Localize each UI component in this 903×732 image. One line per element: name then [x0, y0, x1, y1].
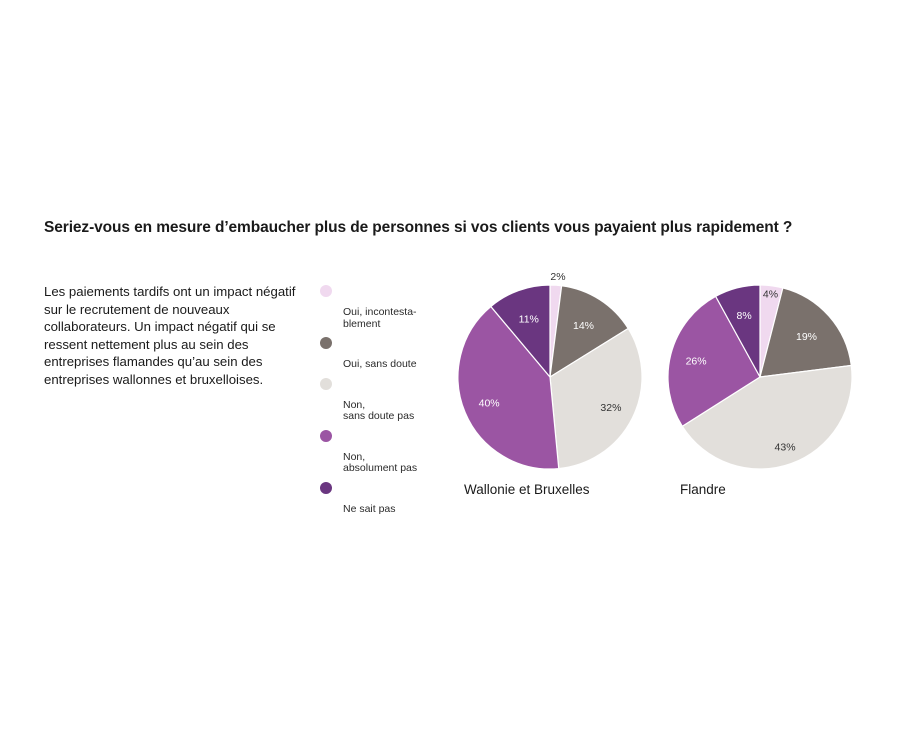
pie-slice-non-absolument-pas — [667, 295, 761, 428]
pie-slice-non-sans-doute-pas — [681, 364, 853, 470]
legend-swatch — [320, 429, 332, 442]
legend-label: Oui, sans doute — [343, 358, 417, 370]
chart-title: Seriez-vous en mesure d’embaucher plus d… — [44, 219, 793, 236]
legend-item-non-absolument-pas: Non, absolument pas — [320, 429, 450, 475]
legend: Oui, incontesta- blement Oui, sans doute… — [320, 284, 450, 521]
pie-label-non-sans-doute-pas: 43% — [775, 442, 796, 454]
pie-slice-ne-sait-pas — [490, 284, 551, 379]
pie-wallonie-bruxelles: 2% 14% 32% 40% 11% — [457, 271, 643, 470]
pie-label-non-absolument-pas: 40% — [479, 397, 500, 409]
pie-label-oui-sans-doute: 14% — [573, 320, 594, 332]
legend-swatch — [320, 481, 332, 494]
pie-slice-oui-sans-doute — [549, 285, 630, 379]
pie-label-oui-sans-doute: 19% — [796, 331, 817, 343]
pie-caption-flandre: Flandre — [680, 482, 726, 497]
legend-swatch — [320, 285, 332, 297]
pie-slice-ne-sait-pas — [714, 284, 761, 378]
pie-slice-non-sans-doute-pas — [549, 327, 643, 470]
pie-label-oui-incontestablement: 2% — [550, 271, 565, 283]
legend-swatch — [320, 337, 332, 349]
pie-slice-oui-sans-doute — [759, 287, 852, 378]
chart-description: Les paiements tardifs ont un impact néga… — [44, 284, 296, 387]
legend-label: Oui, incontesta- blement — [343, 306, 417, 330]
pie-label-oui-incontestablement: 4% — [763, 289, 778, 301]
pie-label-ne-sait-pas: 8% — [736, 310, 751, 322]
pie-label-non-absolument-pas: 26% — [686, 356, 707, 368]
pie-slice-non-absolument-pas — [457, 305, 560, 470]
legend-item-oui-incontestablement: Oui, incontesta- blement — [320, 284, 450, 330]
legend-label: Non, sans doute pas — [343, 398, 415, 422]
legend-item-non-sans-doute-pas: Non, sans doute pas — [320, 377, 450, 423]
legend-swatch — [320, 377, 332, 390]
legend-label: Ne sait pas — [343, 502, 396, 515]
pie-caption-wallonie-bruxelles: Wallonie et Bruxelles — [464, 482, 590, 497]
pie-flandre: 4% 19% 43% 26% 8% — [667, 284, 853, 470]
pie-label-ne-sait-pas: 11% — [519, 314, 539, 326]
legend-item-ne-sait-pas: Ne sait pas — [320, 481, 450, 516]
pie-label-non-sans-doute-pas: 32% — [600, 402, 621, 414]
legend-item-oui-sans-doute: Oui, sans doute — [320, 336, 450, 371]
legend-label: Non, absolument pas — [343, 450, 418, 474]
